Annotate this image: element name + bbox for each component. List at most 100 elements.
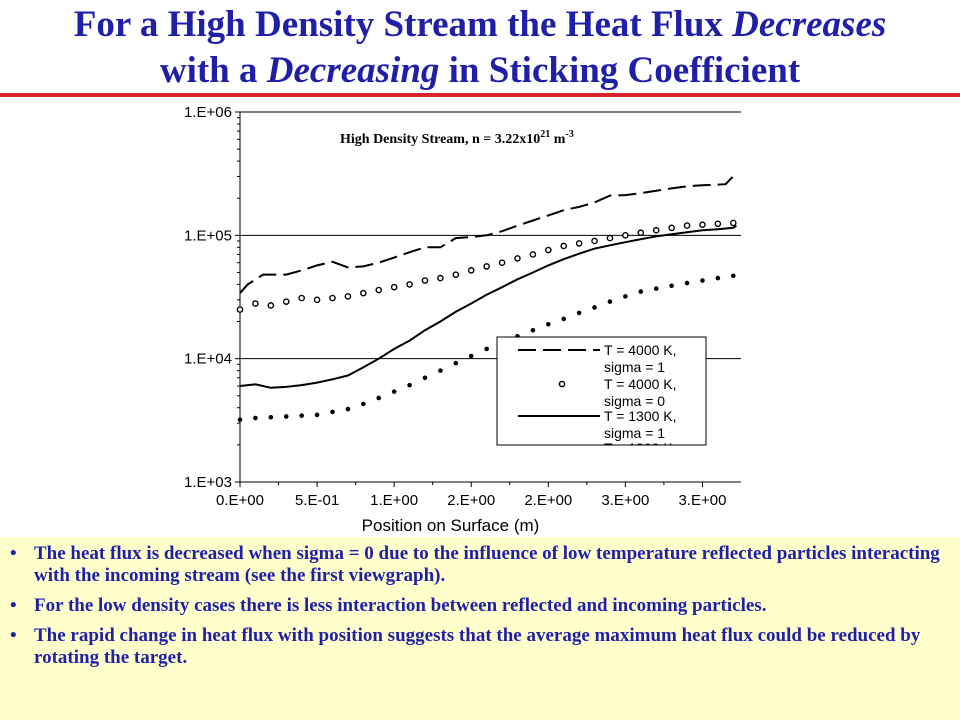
series-point-1 xyxy=(606,234,614,242)
series-point-1 xyxy=(282,298,290,305)
series-point-3 xyxy=(607,299,613,304)
annotation-exponent: 21 xyxy=(540,129,550,140)
series-point-3 xyxy=(237,417,243,422)
title-divider xyxy=(0,93,960,97)
x-tick-label: 5.E-01 xyxy=(295,492,339,509)
series-point-3 xyxy=(561,316,567,322)
series-point-3 xyxy=(530,327,536,333)
series-point-3 xyxy=(700,278,705,283)
title-text: For a High Density Stream the Heat Flux xyxy=(73,4,733,45)
legend-label: sigma = 1 xyxy=(604,425,665,441)
slide-title: For a High Density Stream the Heat Flux … xyxy=(0,2,960,94)
series-point-3 xyxy=(314,412,320,418)
series-point-3 xyxy=(376,395,382,401)
series-point-1 xyxy=(683,222,691,229)
x-tick-label: 3.E+00 xyxy=(678,492,726,509)
series-point-1 xyxy=(329,294,336,302)
series-point-1 xyxy=(375,286,383,294)
legend-label: sigma = 1 xyxy=(604,359,665,375)
legend-label: T = 4000 K, xyxy=(604,342,677,358)
series-point-3 xyxy=(345,406,351,412)
series-point-3 xyxy=(684,280,690,286)
series-point-1 xyxy=(298,294,305,302)
series-point-1 xyxy=(514,255,521,262)
legend-box xyxy=(496,336,707,446)
series-point-1 xyxy=(668,224,675,232)
y-tick-label: 1.E+05 xyxy=(184,227,232,244)
series-point-3 xyxy=(484,346,489,352)
legend: T = 4000 K,sigma = 1T = 4000 K,sigma = 0… xyxy=(518,342,677,456)
legend-label: T = 1300 K, xyxy=(604,440,677,456)
series-point-1 xyxy=(313,296,321,304)
series-point-3 xyxy=(299,413,304,418)
series-point-3 xyxy=(653,286,659,291)
series-point-3 xyxy=(391,389,397,394)
series-point-1 xyxy=(452,271,460,278)
legend-swatch xyxy=(558,380,566,388)
series-point-3 xyxy=(268,414,274,420)
series-line-2 xyxy=(239,224,737,389)
series-point-3 xyxy=(623,294,628,299)
plot-area: 1.E+06 1.E+05 1.E+04 1.E+030.E+00 5.E-01 1.E+… xyxy=(184,104,741,535)
legend-label: T = 1300 K, xyxy=(604,408,677,424)
title-text: in Sticking Coefficient xyxy=(439,50,801,91)
series-point-1 xyxy=(637,229,645,237)
series-point-3 xyxy=(576,310,582,316)
x-tick-label: 3.E+00 xyxy=(601,492,649,509)
chart-annotation: High Density Stream, n = 3.22x1021 m-3 xyxy=(340,129,574,147)
series-point-3 xyxy=(407,382,412,388)
series-point-1 xyxy=(652,226,660,234)
series-point-3 xyxy=(453,360,459,366)
series-point-1 xyxy=(252,300,259,307)
heat-flux-chart: 1.E+06 1.E+05 1.E+04 1.E+030.E+00 5.E-01 1.E+… xyxy=(184,104,741,535)
title-emphasis: Decreasing xyxy=(266,50,440,91)
series-point-1 xyxy=(498,259,506,266)
legend-label: sigma = 0 xyxy=(604,393,665,409)
series-point-1 xyxy=(390,283,398,291)
series-point-3 xyxy=(592,305,597,310)
annotation-unit: m xyxy=(550,132,566,147)
x-tick-label: 2.E+00 xyxy=(447,492,495,509)
series-point-1 xyxy=(467,267,475,274)
y-tick-label: 1.E+04 xyxy=(184,351,232,368)
series-point-3 xyxy=(330,409,335,415)
series-point-1 xyxy=(699,221,706,228)
series-point-3 xyxy=(468,353,474,359)
series-point-3 xyxy=(669,283,674,289)
series-point-3 xyxy=(283,414,289,419)
series-point-1 xyxy=(406,281,413,288)
bullet-item: The heat flux is decreased when sigma = … xyxy=(10,543,940,587)
series-point-1 xyxy=(591,237,598,245)
series-point-1 xyxy=(575,240,583,247)
series-point-3 xyxy=(546,321,551,327)
series-point-3 xyxy=(730,273,736,279)
x-axis-label: Position on Surface (m) xyxy=(362,516,540,535)
series-point-1 xyxy=(729,219,737,227)
title-line-2: with a Decreasing in Sticking Coefficien… xyxy=(0,48,960,94)
series-point-1 xyxy=(560,242,568,250)
series-point-3 xyxy=(422,375,428,381)
series-point-1 xyxy=(529,251,537,258)
series-point-1 xyxy=(437,274,444,282)
bullet-list: The heat flux is decreased when sigma = … xyxy=(0,537,960,669)
series-point-3 xyxy=(253,415,258,421)
x-tick-label: 1.E+00 xyxy=(370,492,418,509)
series-point-3 xyxy=(361,401,366,407)
x-tick-label: 2.E+00 xyxy=(524,492,572,509)
y-tick-label: 1.E+06 xyxy=(184,104,232,121)
series-point-3 xyxy=(438,368,443,373)
series-point-1 xyxy=(483,263,490,270)
series-point-3 xyxy=(715,275,721,281)
series-point-1 xyxy=(360,289,367,297)
series-point-3 xyxy=(638,289,644,294)
title-text: with a xyxy=(159,50,267,91)
x-tick-label: 0.E+00 xyxy=(216,492,264,509)
series-point-1 xyxy=(267,302,275,309)
annotation-text: High Density Stream, n = 3.22x10 xyxy=(340,132,540,147)
bullet-panel: The heat flux is decreased when sigma = … xyxy=(0,537,960,720)
bullet-item: For the low density cases there is less … xyxy=(10,595,940,617)
series-point-1 xyxy=(622,232,629,239)
series-point-1 xyxy=(236,306,244,313)
series-point-1 xyxy=(421,277,429,284)
annotation-exponent: -3 xyxy=(565,129,573,140)
